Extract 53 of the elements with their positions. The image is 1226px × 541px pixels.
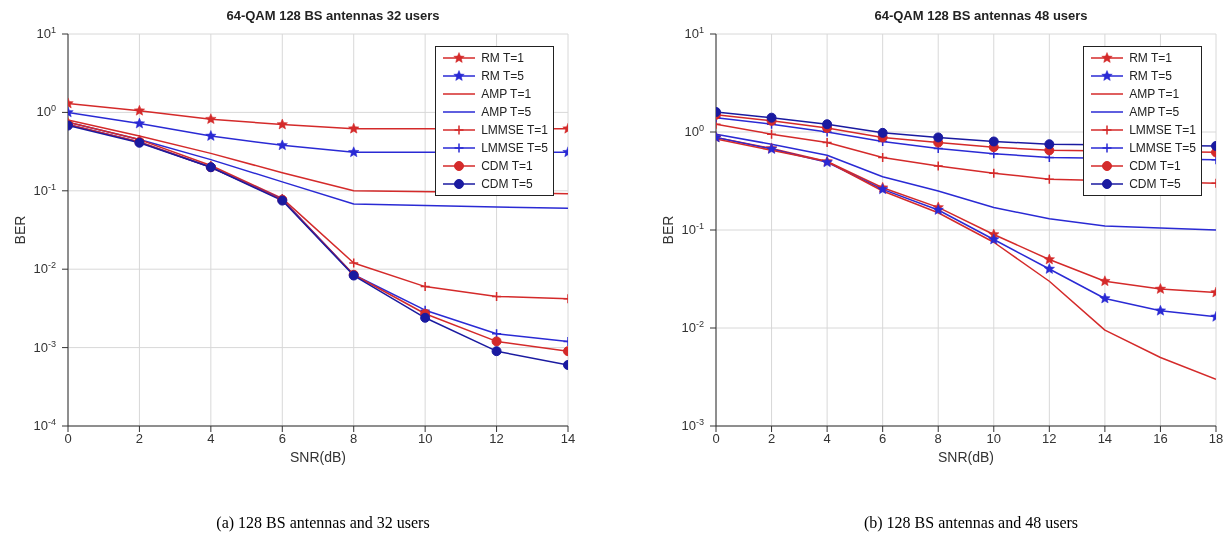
chart-title: 64-QAM 128 BS antennas 32 users bbox=[225, 8, 440, 25]
legend-label: AMP T=1 bbox=[481, 87, 532, 101]
y-tick-label: 10$^{-1}$ bbox=[33, 181, 56, 198]
text: (b) 128 BS antennas and 48 users bbox=[862, 514, 1079, 532]
x-axis-title: SNR(dB) bbox=[937, 449, 995, 465]
x-tick-label: 4 bbox=[823, 431, 831, 447]
y-tick-label: 10$^{-3}$ bbox=[33, 338, 56, 355]
legend-label: LMMSE T=5 bbox=[481, 141, 548, 155]
x-axis-title: SNR(dB) bbox=[289, 449, 347, 465]
legend-label: CDM T=5 bbox=[1129, 177, 1181, 191]
y-tick-label: 10$^{-4}$ bbox=[33, 417, 56, 433]
x-tick-label: 2 bbox=[135, 431, 144, 447]
legend-label: CDM T=1 bbox=[481, 159, 533, 173]
y-tick-label: 10$^{-2}$ bbox=[681, 319, 704, 335]
legend-label: LMMSE T=1 bbox=[1129, 123, 1196, 137]
x-tick-label: 8 bbox=[934, 431, 942, 447]
x-tick-label: 14 bbox=[560, 431, 576, 447]
x-tick-label: 6 bbox=[879, 431, 887, 447]
x-tick-label: 0 bbox=[712, 431, 720, 447]
y-axis-title: BER bbox=[659, 215, 676, 245]
x-tick-label: 10 bbox=[986, 431, 1002, 447]
y-tick-label: 10$^{-3}$ bbox=[681, 417, 704, 433]
x-tick-label: 10 bbox=[417, 431, 433, 447]
x-tick-label: 18 bbox=[1208, 431, 1224, 447]
legend-label: AMP T=5 bbox=[481, 105, 532, 119]
legend-label: LMMSE T=5 bbox=[1129, 141, 1196, 155]
x-tick-label: 14 bbox=[1097, 431, 1113, 447]
legend-label: RM T=5 bbox=[481, 69, 524, 83]
legend-label: AMP T=1 bbox=[1129, 87, 1180, 101]
legend-label: LMMSE T=1 bbox=[481, 123, 548, 137]
legend-label: RM T=1 bbox=[481, 51, 524, 65]
text: (a) 128 BS antennas and 32 users bbox=[215, 514, 430, 532]
x-tick-label: 16 bbox=[1153, 431, 1168, 447]
x-tick-label: 2 bbox=[767, 431, 776, 447]
y-tick-label: 10$^{-1}$ bbox=[681, 221, 704, 237]
y-tick-label: 10$^{0}$ bbox=[36, 103, 56, 120]
legend-label: AMP T=5 bbox=[1129, 105, 1180, 119]
y-tick-label: 10$^{1}$ bbox=[36, 25, 56, 41]
y-tick-label: 10$^{0}$ bbox=[684, 123, 704, 139]
x-tick-label: 12 bbox=[489, 431, 504, 447]
x-tick-label: 12 bbox=[1042, 431, 1057, 447]
y-tick-label: 10$^{1}$ bbox=[684, 25, 704, 41]
legend-label: CDM T=1 bbox=[1129, 159, 1181, 173]
y-tick-label: 10$^{-2}$ bbox=[33, 260, 56, 277]
y-axis-title: BER bbox=[11, 215, 28, 245]
x-tick-label: 6 bbox=[278, 431, 286, 447]
legend-label: RM T=1 bbox=[1129, 51, 1172, 65]
chart-title: 64-QAM 128 BS antennas 48 users bbox=[873, 8, 1088, 25]
x-tick-label: 8 bbox=[350, 431, 358, 447]
legend-label: CDM T=5 bbox=[481, 177, 533, 191]
x-tick-label: 0 bbox=[64, 431, 72, 447]
x-tick-label: 4 bbox=[207, 431, 215, 447]
legend-label: RM T=5 bbox=[1129, 69, 1172, 83]
